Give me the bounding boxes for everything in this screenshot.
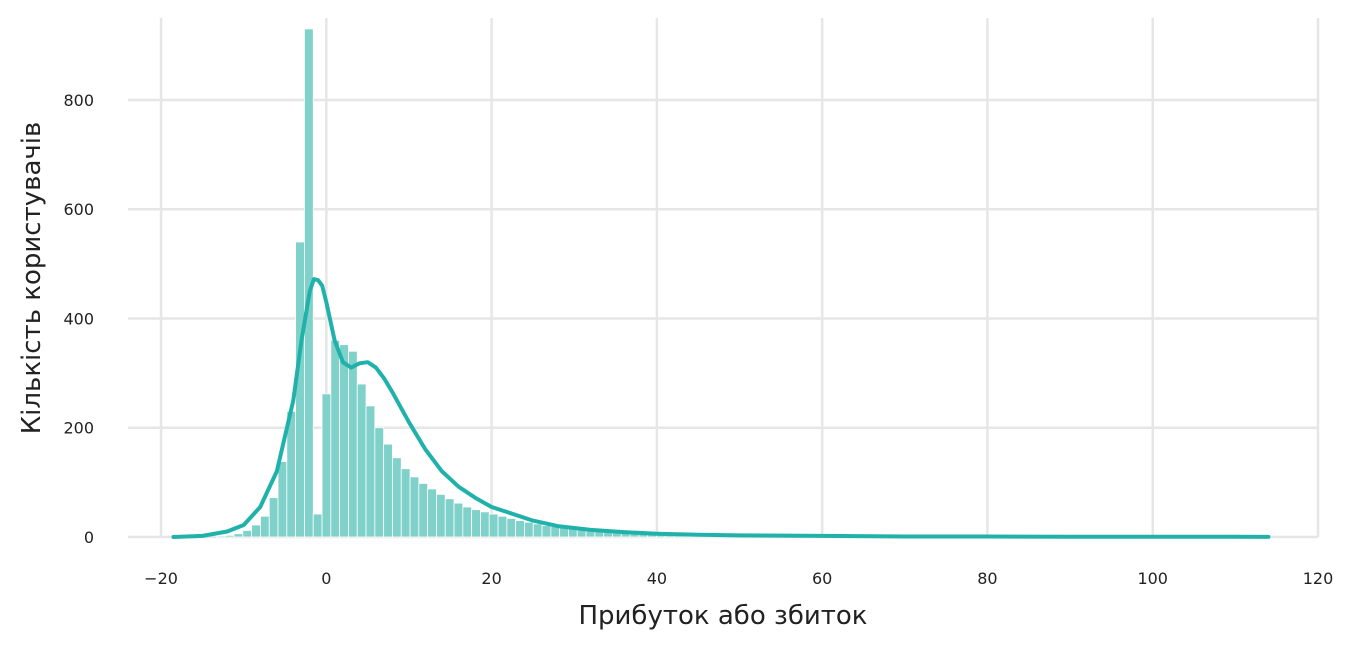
x-axis-ticks: −20 0 20 40 60 80 100 120 [144,569,1333,588]
histogram-bar [339,344,349,538]
x-tick-label: 20 [481,569,501,588]
histogram-bars [216,28,798,538]
x-tick-label: 60 [812,569,832,588]
kde-curve [171,277,1271,539]
y-tick-label: 600 [63,200,94,219]
x-tick-label: 80 [977,569,997,588]
histogram-bar [453,502,464,538]
histogram-bar [524,521,534,538]
histogram-bar [295,241,305,538]
y-tick-label: 800 [63,91,94,110]
histogram-bar [251,524,261,538]
histogram-bar [383,443,393,538]
y-axis-label: Кількість користувачів [17,122,47,435]
histogram-bar [506,518,517,538]
x-tick-label: −20 [144,569,178,588]
x-axis-label: Прибуток або збиток [578,601,867,631]
y-tick-label: 400 [63,309,94,328]
histogram-bar [444,498,455,538]
histogram-bar [330,339,341,538]
histogram-bar [268,497,279,538]
histogram-bar [497,515,508,538]
histogram-bar [427,488,437,538]
histogram-bar [242,530,253,538]
histogram-bar [400,468,411,538]
histogram-bar [532,523,543,538]
histogram-bar [436,493,446,538]
histogram-bar [277,461,288,538]
histogram-bar [321,393,332,538]
histogram-bar [216,535,226,538]
histogram-bar [233,533,244,538]
histogram-bar [541,525,552,538]
y-tick-label: 200 [63,419,94,438]
x-tick-label: 100 [1137,569,1168,588]
histogram-bar [409,476,420,538]
histogram-bar [480,511,490,538]
histogram-bar [488,513,499,538]
y-tick-label: 0 [84,528,94,547]
y-axis-ticks: 0 200 400 600 800 [63,91,94,547]
histogram-bar [356,383,367,538]
histogram-bar [392,457,402,538]
x-tick-label: 0 [321,569,331,588]
histogram-bar [365,405,376,538]
histogram-bar [515,520,525,538]
histogram-bar [348,350,358,538]
histogram-bar [312,513,323,538]
histogram-bar [471,509,481,538]
x-tick-label: 120 [1303,569,1334,588]
histogram-bar [260,515,270,538]
histogram-bar [462,506,473,538]
x-tick-label: 40 [647,569,667,588]
histogram-bar [224,534,235,538]
histogram-bar [418,483,429,538]
histogram-bar [374,427,385,538]
